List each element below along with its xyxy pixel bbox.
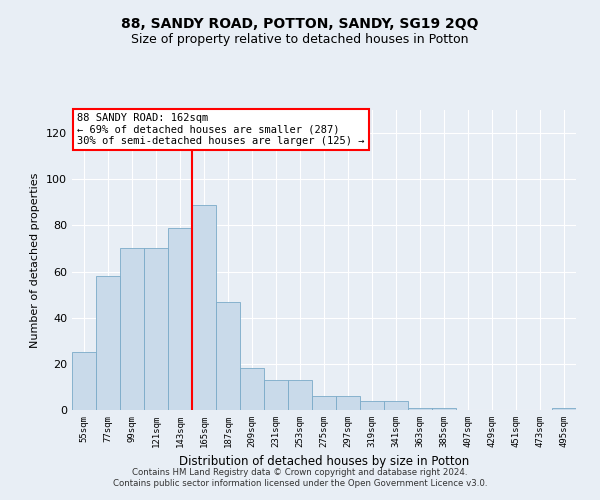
Bar (312, 396, 336, 410)
Bar (288, 380, 312, 410)
Bar (72, 352, 96, 410)
Bar (192, 204, 216, 410)
Bar (240, 368, 264, 410)
Bar (96, 276, 120, 410)
Bar (432, 408, 456, 410)
Text: 88 SANDY ROAD: 162sqm
← 69% of detached houses are smaller (287)
30% of semi-det: 88 SANDY ROAD: 162sqm ← 69% of detached … (77, 113, 365, 146)
Bar (552, 408, 576, 410)
Bar (408, 408, 432, 410)
Bar (264, 380, 288, 410)
Bar (360, 401, 384, 410)
Text: Size of property relative to detached houses in Potton: Size of property relative to detached ho… (131, 32, 469, 46)
Bar (168, 228, 192, 410)
Bar (144, 248, 168, 410)
Text: 88, SANDY ROAD, POTTON, SANDY, SG19 2QQ: 88, SANDY ROAD, POTTON, SANDY, SG19 2QQ (121, 18, 479, 32)
Bar (216, 302, 240, 410)
Bar (336, 396, 360, 410)
Text: Contains HM Land Registry data © Crown copyright and database right 2024.
Contai: Contains HM Land Registry data © Crown c… (113, 468, 487, 487)
X-axis label: Distribution of detached houses by size in Potton: Distribution of detached houses by size … (179, 456, 469, 468)
Bar (120, 248, 144, 410)
Bar (384, 401, 408, 410)
Y-axis label: Number of detached properties: Number of detached properties (31, 172, 40, 348)
